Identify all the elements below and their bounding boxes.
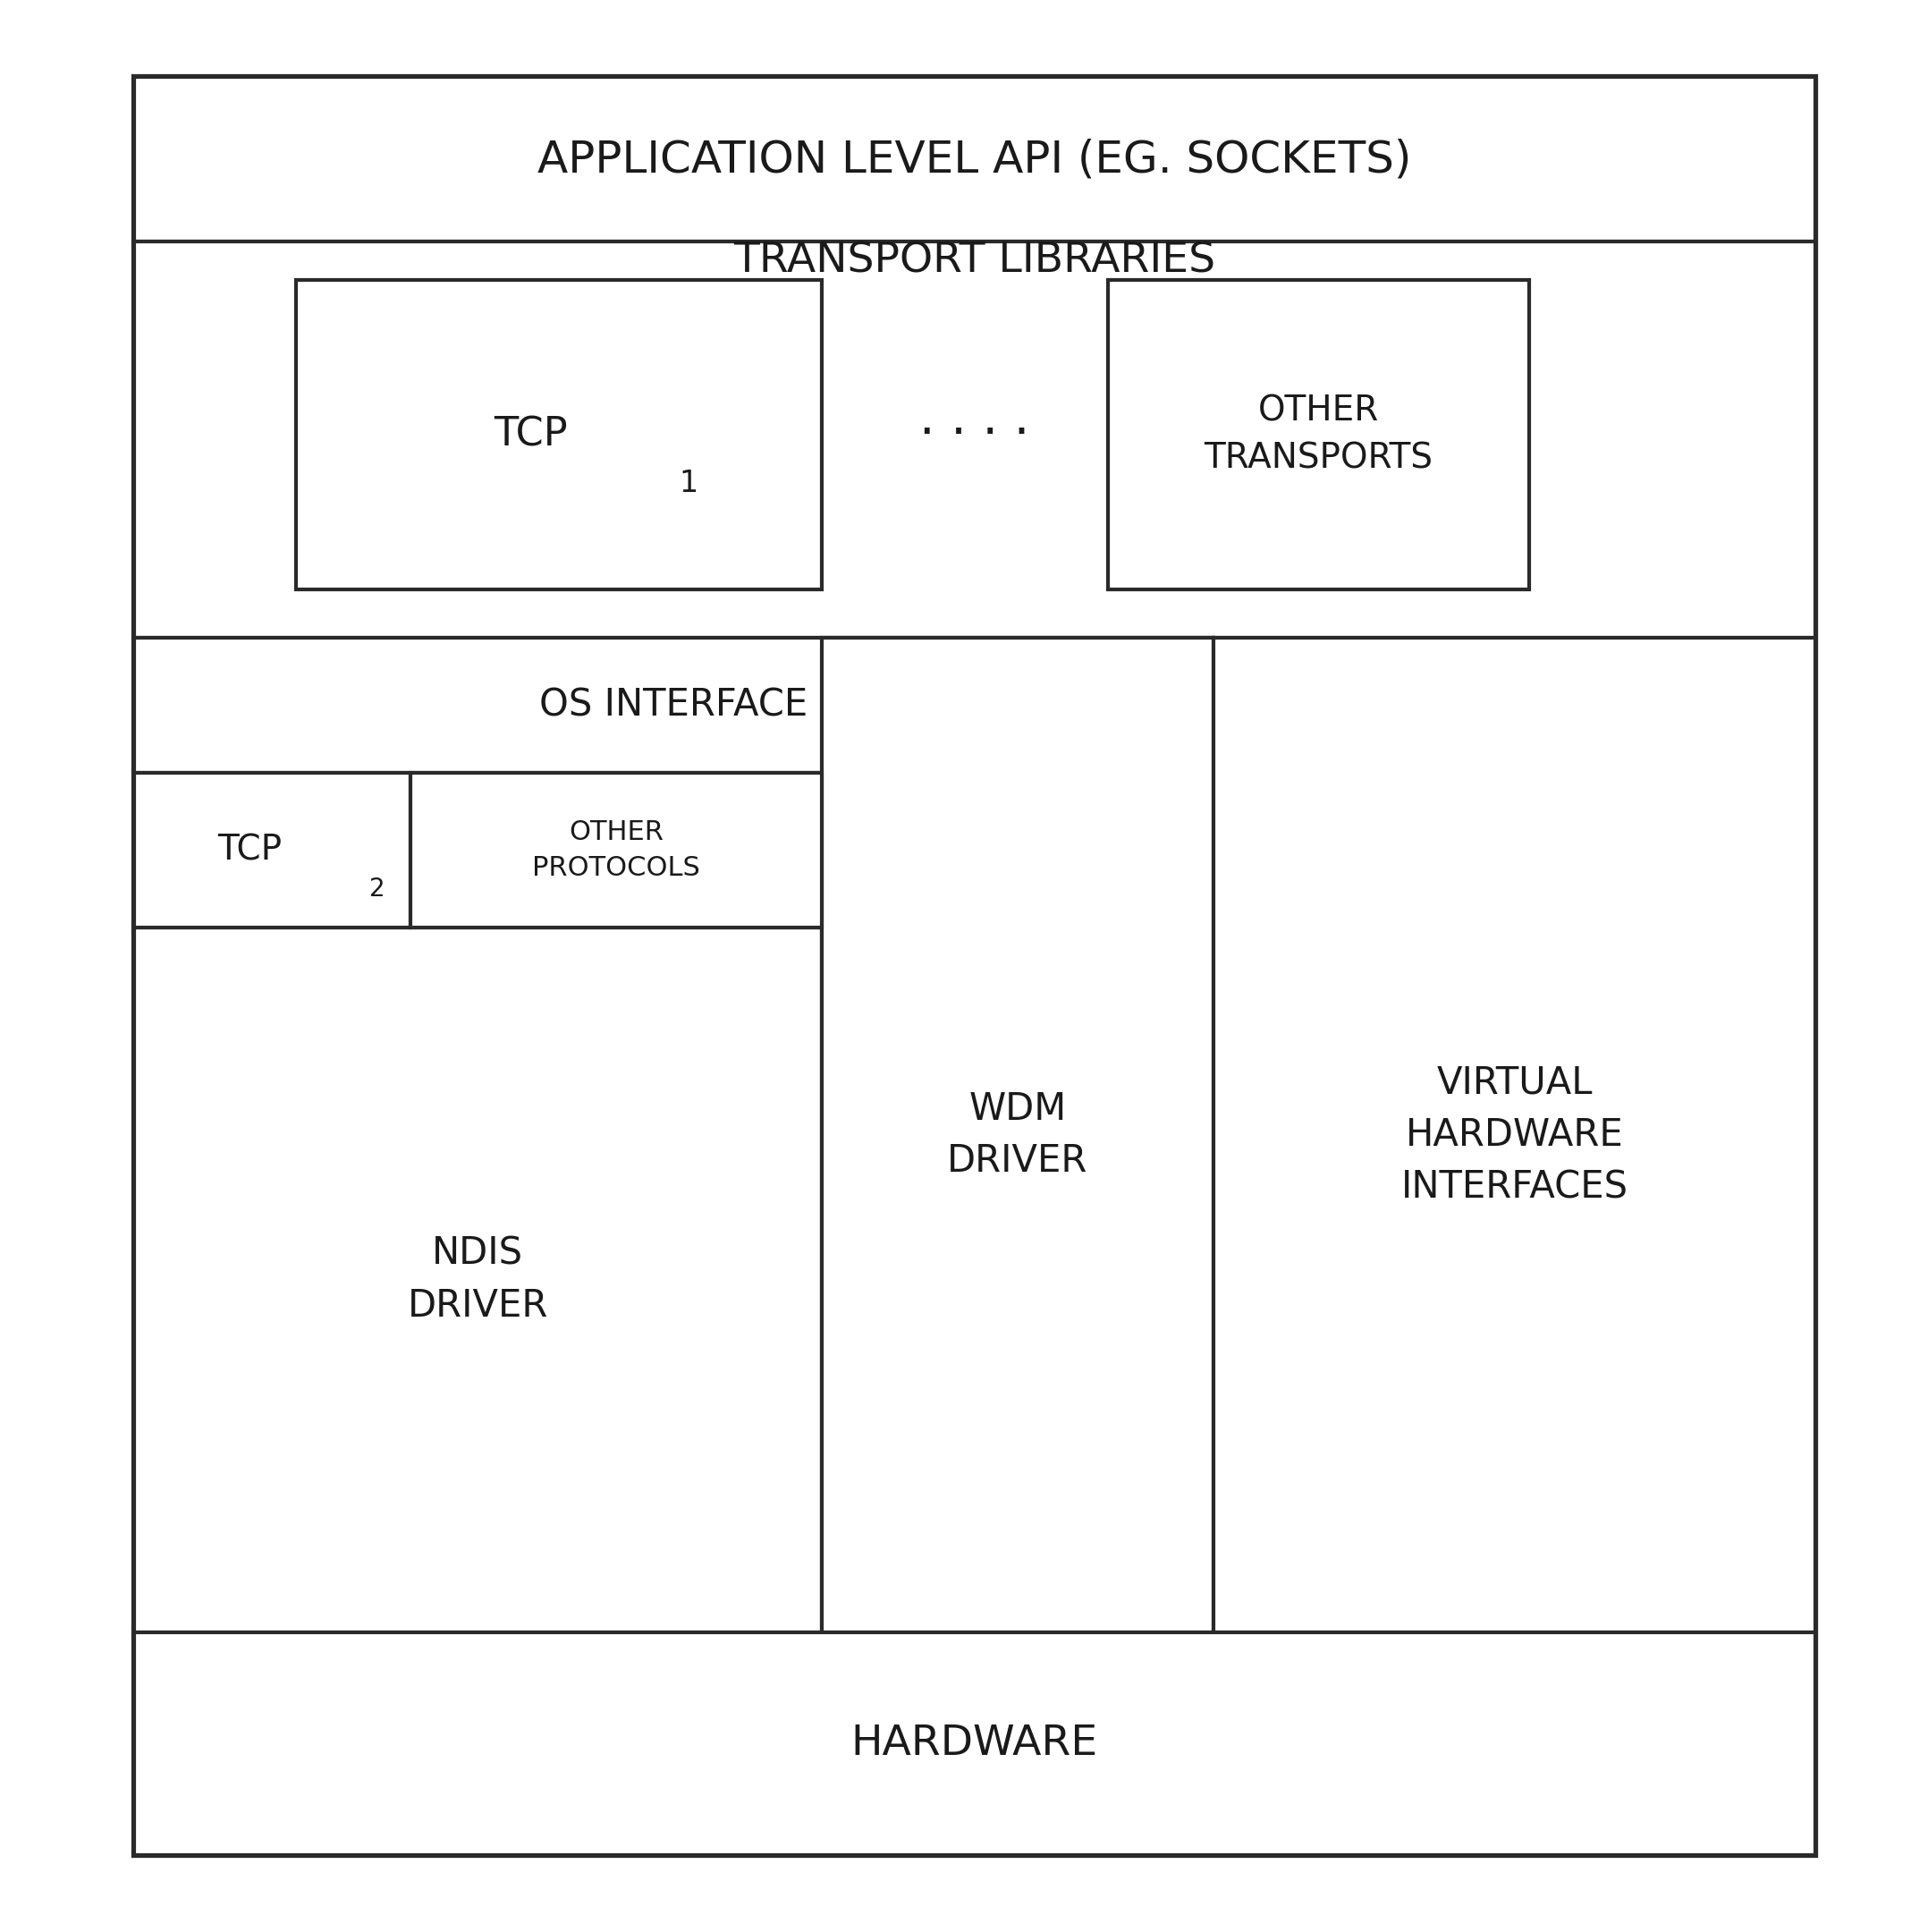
Text: WDM
DRIVER: WDM DRIVER [948, 1090, 1087, 1180]
Text: APPLICATION LEVEL API (EG. SOCKETS): APPLICATION LEVEL API (EG. SOCKETS) [537, 137, 1412, 182]
Text: NDIS
DRIVER: NDIS DRIVER [407, 1235, 548, 1325]
Text: VIRTUAL
HARDWARE
INTERFACES: VIRTUAL HARDWARE INTERFACES [1401, 1065, 1628, 1206]
Text: 1: 1 [680, 468, 698, 498]
Text: TCP: TCP [493, 415, 568, 454]
Text: · · · ·: · · · · [919, 412, 1030, 458]
Bar [134, 1633, 1815, 1855]
Text: 2: 2 [369, 877, 386, 900]
Bar [134, 927, 822, 1633]
Text: TCP: TCP [218, 833, 281, 867]
Text: HARDWARE: HARDWARE [850, 1723, 1099, 1764]
Bar [296, 280, 822, 589]
Bar [411, 773, 822, 927]
Text: OS INTERFACE: OS INTERFACE [539, 686, 808, 724]
Text: OTHER
PROTOCOLS: OTHER PROTOCOLS [533, 819, 699, 881]
Bar [822, 638, 1213, 1633]
Bar [134, 77, 1815, 242]
Bar [134, 773, 411, 927]
Bar [134, 242, 1815, 638]
Bar [1213, 638, 1815, 1633]
Text: OTHER
TRANSPORTS: OTHER TRANSPORTS [1204, 394, 1433, 475]
Bar [1108, 280, 1529, 589]
Bar [134, 77, 1815, 1855]
Bar [134, 638, 1213, 773]
Text: TRANSPORT LIBRARIES: TRANSPORT LIBRARIES [734, 242, 1215, 280]
